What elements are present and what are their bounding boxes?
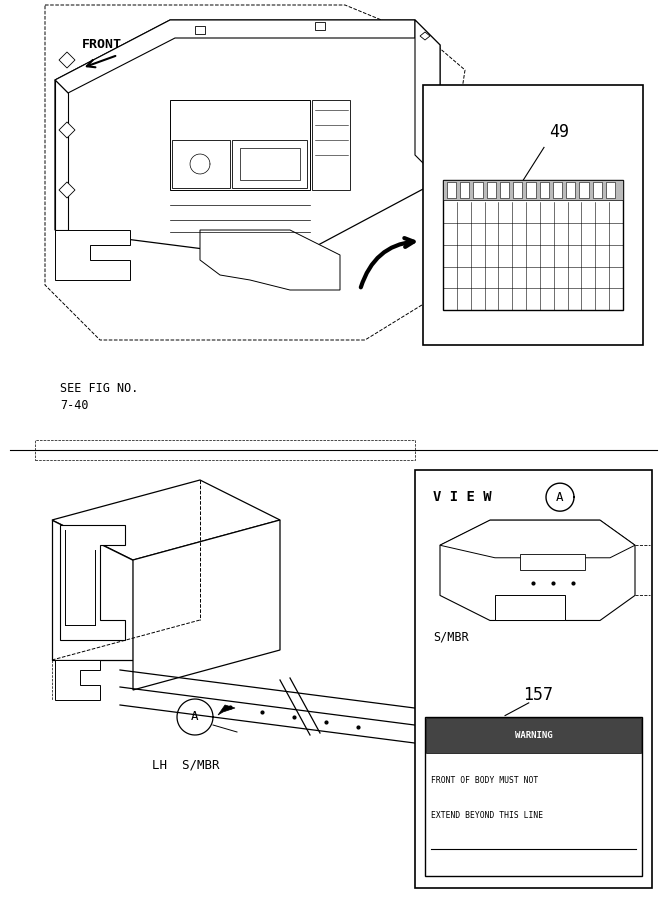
Polygon shape bbox=[495, 596, 565, 620]
Bar bbox=[526, 182, 536, 197]
Polygon shape bbox=[59, 182, 75, 198]
Bar bbox=[423, 85, 643, 345]
Polygon shape bbox=[315, 22, 325, 30]
Polygon shape bbox=[232, 140, 307, 188]
Bar bbox=[592, 182, 602, 197]
Bar bbox=[540, 182, 549, 197]
Bar bbox=[580, 182, 588, 197]
Polygon shape bbox=[55, 20, 440, 260]
Polygon shape bbox=[170, 100, 310, 190]
Polygon shape bbox=[195, 26, 205, 34]
Text: LH  S/MBR: LH S/MBR bbox=[152, 759, 219, 771]
Text: A: A bbox=[556, 491, 564, 504]
Bar bbox=[566, 182, 576, 197]
Text: A: A bbox=[191, 710, 199, 724]
Polygon shape bbox=[55, 230, 130, 280]
Polygon shape bbox=[52, 520, 133, 660]
Text: WARNING: WARNING bbox=[515, 731, 552, 740]
Text: V I E W: V I E W bbox=[433, 491, 492, 504]
Bar bbox=[474, 182, 483, 197]
Text: EXTEND BEYOND THIS LINE: EXTEND BEYOND THIS LINE bbox=[431, 811, 543, 820]
Text: 49: 49 bbox=[550, 122, 570, 140]
Bar bbox=[415, 470, 652, 888]
Polygon shape bbox=[440, 520, 635, 558]
Polygon shape bbox=[420, 32, 430, 40]
Polygon shape bbox=[55, 660, 100, 700]
Bar bbox=[606, 182, 615, 197]
Polygon shape bbox=[59, 52, 75, 68]
Bar bbox=[425, 717, 642, 876]
Polygon shape bbox=[312, 100, 350, 190]
Bar bbox=[553, 182, 562, 197]
Text: FRONT: FRONT bbox=[82, 39, 122, 51]
Polygon shape bbox=[415, 20, 440, 180]
Polygon shape bbox=[55, 20, 415, 93]
Text: 157: 157 bbox=[523, 686, 553, 704]
Bar bbox=[443, 180, 623, 200]
Polygon shape bbox=[440, 520, 635, 620]
Polygon shape bbox=[60, 525, 125, 640]
Bar bbox=[487, 182, 496, 197]
Text: SEE FIG NO.
7-40: SEE FIG NO. 7-40 bbox=[60, 382, 138, 412]
Polygon shape bbox=[520, 554, 585, 571]
Polygon shape bbox=[240, 148, 300, 180]
Bar bbox=[426, 718, 641, 753]
Bar bbox=[460, 182, 470, 197]
Text: S/MBR: S/MBR bbox=[433, 631, 469, 644]
Bar bbox=[500, 182, 509, 197]
Polygon shape bbox=[52, 480, 280, 560]
Text: FRONT OF BODY MUST NOT: FRONT OF BODY MUST NOT bbox=[431, 776, 538, 785]
Polygon shape bbox=[172, 140, 230, 188]
Polygon shape bbox=[200, 230, 340, 290]
Polygon shape bbox=[133, 520, 280, 690]
Polygon shape bbox=[218, 705, 235, 715]
Polygon shape bbox=[59, 122, 75, 138]
Polygon shape bbox=[55, 80, 68, 230]
Bar bbox=[443, 180, 623, 310]
Bar bbox=[513, 182, 522, 197]
Bar bbox=[447, 182, 456, 197]
